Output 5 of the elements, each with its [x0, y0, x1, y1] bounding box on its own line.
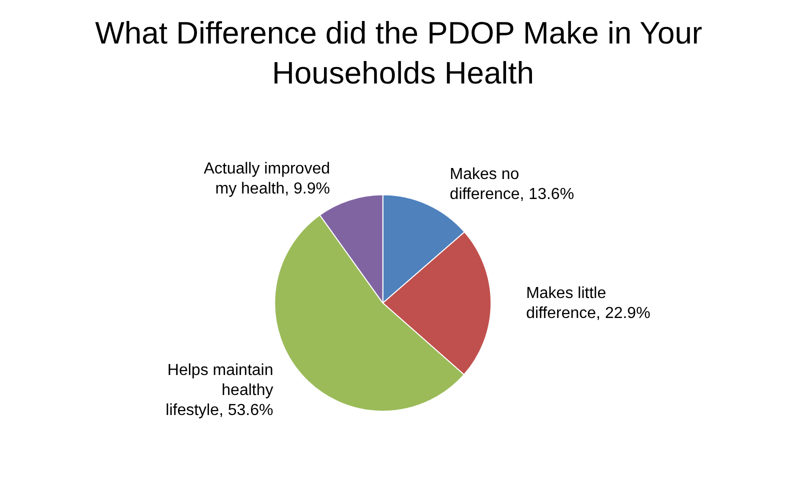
chart-title: What Difference did the PDOP Make in Your Households Health	[95, 16, 711, 90]
slice-label: Makes little difference, 22.9%	[526, 284, 650, 322]
slice-label: Makes no difference, 13.6%	[450, 166, 574, 204]
slice-label: Helps maintain healthy lifestyle, 53.6%	[166, 362, 274, 419]
slice-label: Actually improved my health, 9.9%	[204, 160, 330, 198]
